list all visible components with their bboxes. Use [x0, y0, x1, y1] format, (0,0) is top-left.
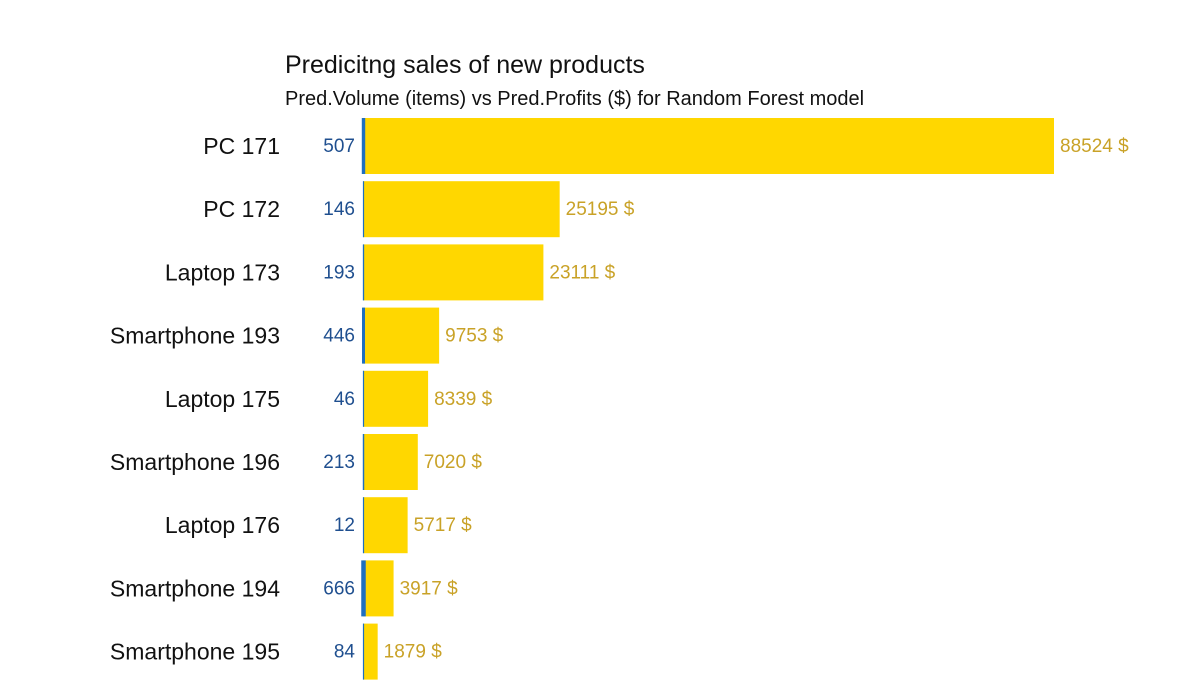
bars-group: PC 171 507 88524 $ PC 172 146 25195 $ Laptop 1…: [110, 118, 1129, 680]
volume-bar: [362, 497, 365, 554]
category-label: Laptop 175: [165, 386, 280, 412]
volume-bar: [362, 370, 365, 427]
volume-bar: [361, 118, 366, 174]
volume-bar: [362, 244, 365, 301]
volume-bar: [361, 307, 366, 364]
profit-data-label: 3917 $: [400, 578, 459, 599]
volume-bar: [362, 181, 365, 238]
profit-bar: [363, 118, 1054, 174]
profit-bar: [363, 497, 408, 554]
category-label: Smartphone 196: [110, 449, 280, 475]
profit-bar: [363, 434, 418, 490]
profit-data-label: 8339 $: [434, 389, 493, 410]
profit-data-label: 5717 $: [414, 515, 473, 536]
profit-data-label: 9753 $: [445, 326, 504, 347]
profit-data-label: 1879 $: [384, 642, 443, 663]
profit-bar: [363, 560, 394, 617]
volume-bar: [361, 560, 366, 617]
volume-data-label: 46: [334, 389, 355, 410]
profit-bar: [363, 307, 440, 364]
volume-data-label: 193: [323, 262, 355, 283]
volume-data-label: 507: [323, 136, 355, 157]
volume-bar: [362, 434, 365, 490]
chart-subtitle: Pred.Volume (items) vs Pred.Profits ($) …: [285, 88, 864, 110]
volume-data-label: 12: [334, 515, 355, 536]
profit-data-label: 7020 $: [424, 452, 483, 473]
category-label: Smartphone 193: [110, 323, 280, 349]
category-label: PC 172: [203, 196, 280, 222]
category-label: PC 171: [203, 133, 280, 159]
category-label: Smartphone 195: [110, 639, 280, 665]
category-label: Laptop 176: [165, 512, 280, 538]
volume-bar: [362, 623, 365, 680]
profit-bar: [363, 244, 544, 301]
volume-data-label: 146: [323, 199, 355, 220]
profit-data-label: 23111 $: [549, 262, 615, 283]
profit-data-label: 25195 $: [566, 199, 635, 220]
category-label: Laptop 173: [165, 259, 280, 285]
volume-data-label: 446: [323, 326, 355, 347]
profit-bar: [363, 623, 378, 680]
profit-bar: [363, 181, 560, 238]
category-label: Smartphone 194: [110, 575, 280, 601]
chart-title: Predicitng sales of new products: [285, 51, 645, 79]
profit-data-label: 88524 $: [1060, 136, 1129, 157]
volume-data-label: 84: [334, 642, 356, 663]
volume-data-label: 666: [323, 578, 355, 599]
profit-bar: [363, 370, 429, 427]
volume-data-label: 213: [323, 452, 355, 473]
